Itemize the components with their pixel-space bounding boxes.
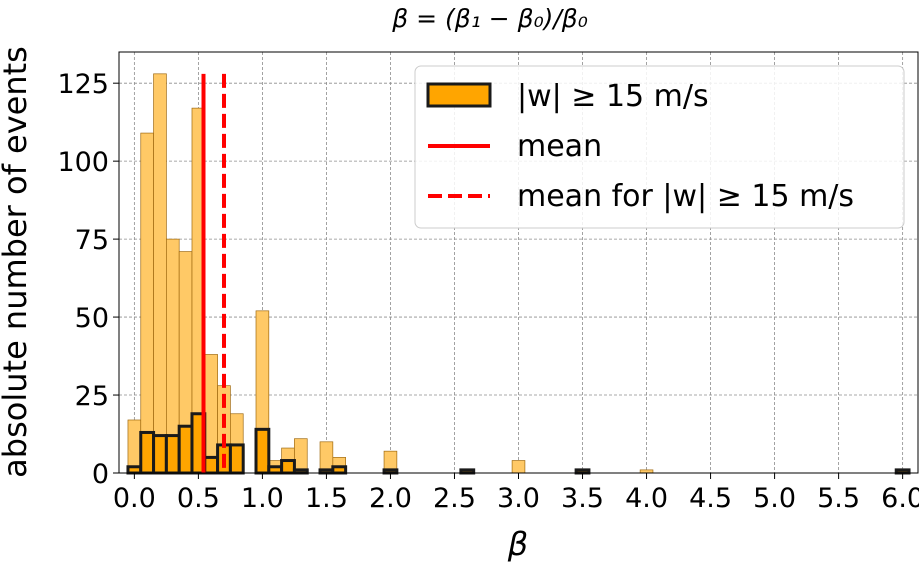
legend-label-mean-subset: mean for |w| ≥ 15 m/s — [517, 179, 854, 214]
legend: |w| ≥ 15 m/s mean mean for |w| ≥ 15 m/s — [414, 65, 905, 229]
x-tick-label: 6.0 — [881, 483, 919, 514]
x-tick-label: 4.0 — [625, 483, 668, 514]
bar-all-events — [294, 438, 308, 474]
bar-high-velocity — [203, 455, 220, 475]
x-tick-label: 4.5 — [689, 483, 732, 514]
y-tick-label: 75 — [75, 225, 109, 256]
legend-box — [414, 65, 905, 229]
x-tick-label: 1.5 — [305, 483, 348, 514]
bar-all-events — [319, 441, 334, 474]
y-tick-label: 125 — [57, 69, 109, 100]
y-axis-ticks: 0 25 50 75 100 125 — [57, 69, 119, 490]
x-tick-label: 0.5 — [177, 483, 220, 514]
bars-all-events — [127, 73, 654, 474]
bar-high-velocity — [152, 434, 168, 475]
bar-high-velocity — [228, 443, 245, 475]
bar-all-events — [127, 419, 142, 474]
mean-lines — [201, 73, 226, 473]
bar-high-velocity — [177, 424, 194, 475]
x-tick-label: 3.5 — [561, 483, 604, 514]
x-axis-label: β — [507, 525, 528, 563]
x-tick-label: 5.5 — [817, 483, 860, 514]
x-axis-ticks: 0.0 0.5 1.0 1.5 2.0 2.5 3.0 3.5 4.0 4.5 5.0 5.5 6.0 — [113, 473, 919, 514]
x-tick-label: 0.0 — [113, 483, 156, 514]
chart-title: β = (β₁ − β₀)/β₀ — [391, 4, 588, 33]
x-tick-label: 2.5 — [433, 483, 476, 514]
x-tick-label: 3.0 — [497, 483, 540, 514]
bar-all-events — [153, 73, 167, 474]
x-tick-label: 1.0 — [241, 483, 284, 514]
legend-label-subset: |w| ≥ 15 m/s — [517, 79, 709, 114]
bar-high-velocity — [267, 465, 284, 475]
bar-high-velocity — [139, 430, 156, 475]
legend-label-mean: mean — [517, 129, 602, 164]
legend-swatch-subset — [426, 82, 492, 108]
bar-high-velocity — [254, 427, 271, 475]
bar-all-events — [140, 132, 154, 474]
y-tick-label: 50 — [75, 303, 109, 334]
x-tick-label: 2.0 — [369, 483, 412, 514]
y-tick-label: 25 — [75, 381, 109, 412]
bar-high-velocity — [331, 465, 348, 475]
bar-all-events — [204, 354, 218, 474]
bar-high-velocity — [126, 465, 143, 475]
x-tick-label: 5.0 — [753, 483, 796, 514]
bar-high-velocity — [280, 459, 296, 475]
y-tick-label: 0 — [92, 459, 109, 490]
bar-all-events — [511, 460, 526, 474]
y-tick-label: 100 — [57, 147, 109, 178]
y-axis-label: absolute number of events — [0, 46, 34, 478]
bar-high-velocity — [164, 434, 181, 475]
